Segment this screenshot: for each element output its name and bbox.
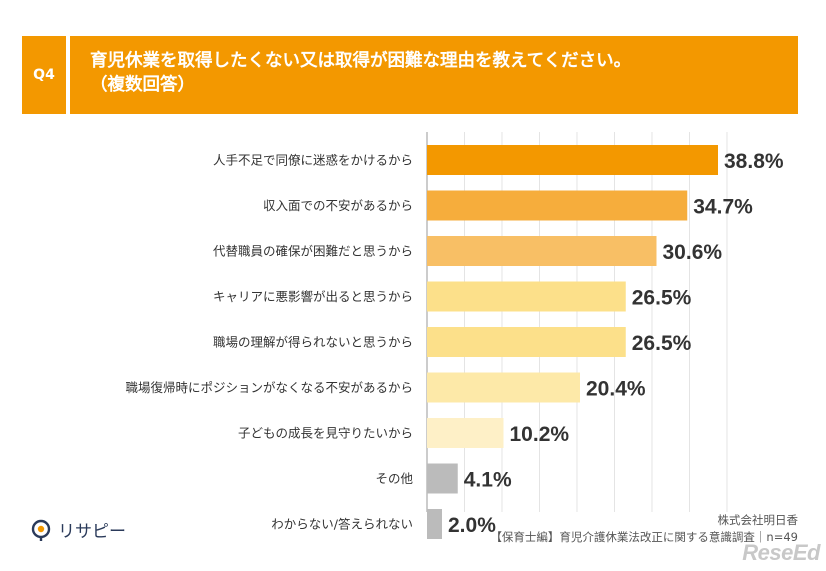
category-label: 人手不足で同僚に迷惑をかけるから [213,153,413,168]
value-label: 34.7% [693,196,753,219]
category-label: その他 [375,471,413,486]
value-label: 10.2% [510,423,570,446]
question-header: Q4 育児休業を取得したくない又は取得が困難な理由を教えてください。 （複数回答… [22,36,798,114]
question-number-badge: Q4 [22,36,66,114]
question-text-box: 育児休業を取得したくない又は取得が困難な理由を教えてください。 （複数回答） [70,36,798,114]
bar [427,463,458,494]
value-label: 30.6% [663,241,723,264]
category-label: 職場の理解が得られないと思うから [213,335,413,350]
value-label: 26.5% [632,332,692,355]
risapy-logo: リサピー [30,517,126,542]
value-label: 26.5% [632,287,692,310]
category-label: 子どもの成長を見守りたいから [238,426,413,441]
value-label: 38.8% [724,150,784,173]
bar [427,281,626,312]
value-label: 20.4% [586,378,646,401]
question-note: （複数回答） [90,75,195,95]
survey-caption: 【保育士編】育児介護休業法改正に関する意識調査｜n=49 [490,530,798,544]
category-label: 収入面での不安があるから [263,198,413,213]
category-label: キャリアに悪影響が出ると思うから [213,289,413,304]
logo-icon [31,519,51,541]
question-text: 育児休業を取得したくない又は取得が困難な理由を教えてください。 [90,51,632,71]
bar [427,372,580,403]
bar [427,145,718,175]
bar [427,236,657,266]
bar [427,418,504,448]
logo-text: リサピー [58,522,126,542]
category-label: 職場復帰時にポジションがなくなる不安があるから [125,380,413,395]
value-label: 2.0% [448,514,496,537]
category-label: 代替職員の確保が困難だと思うから [213,244,413,259]
resemom-watermark: ReseEd [742,540,820,565]
category-label: わからない/答えられない [271,517,413,532]
bar [427,190,688,221]
bar [427,509,442,539]
value-label: 4.1% [464,469,512,492]
bar [427,327,626,357]
company-name: 株式会社明日香 [717,513,799,527]
